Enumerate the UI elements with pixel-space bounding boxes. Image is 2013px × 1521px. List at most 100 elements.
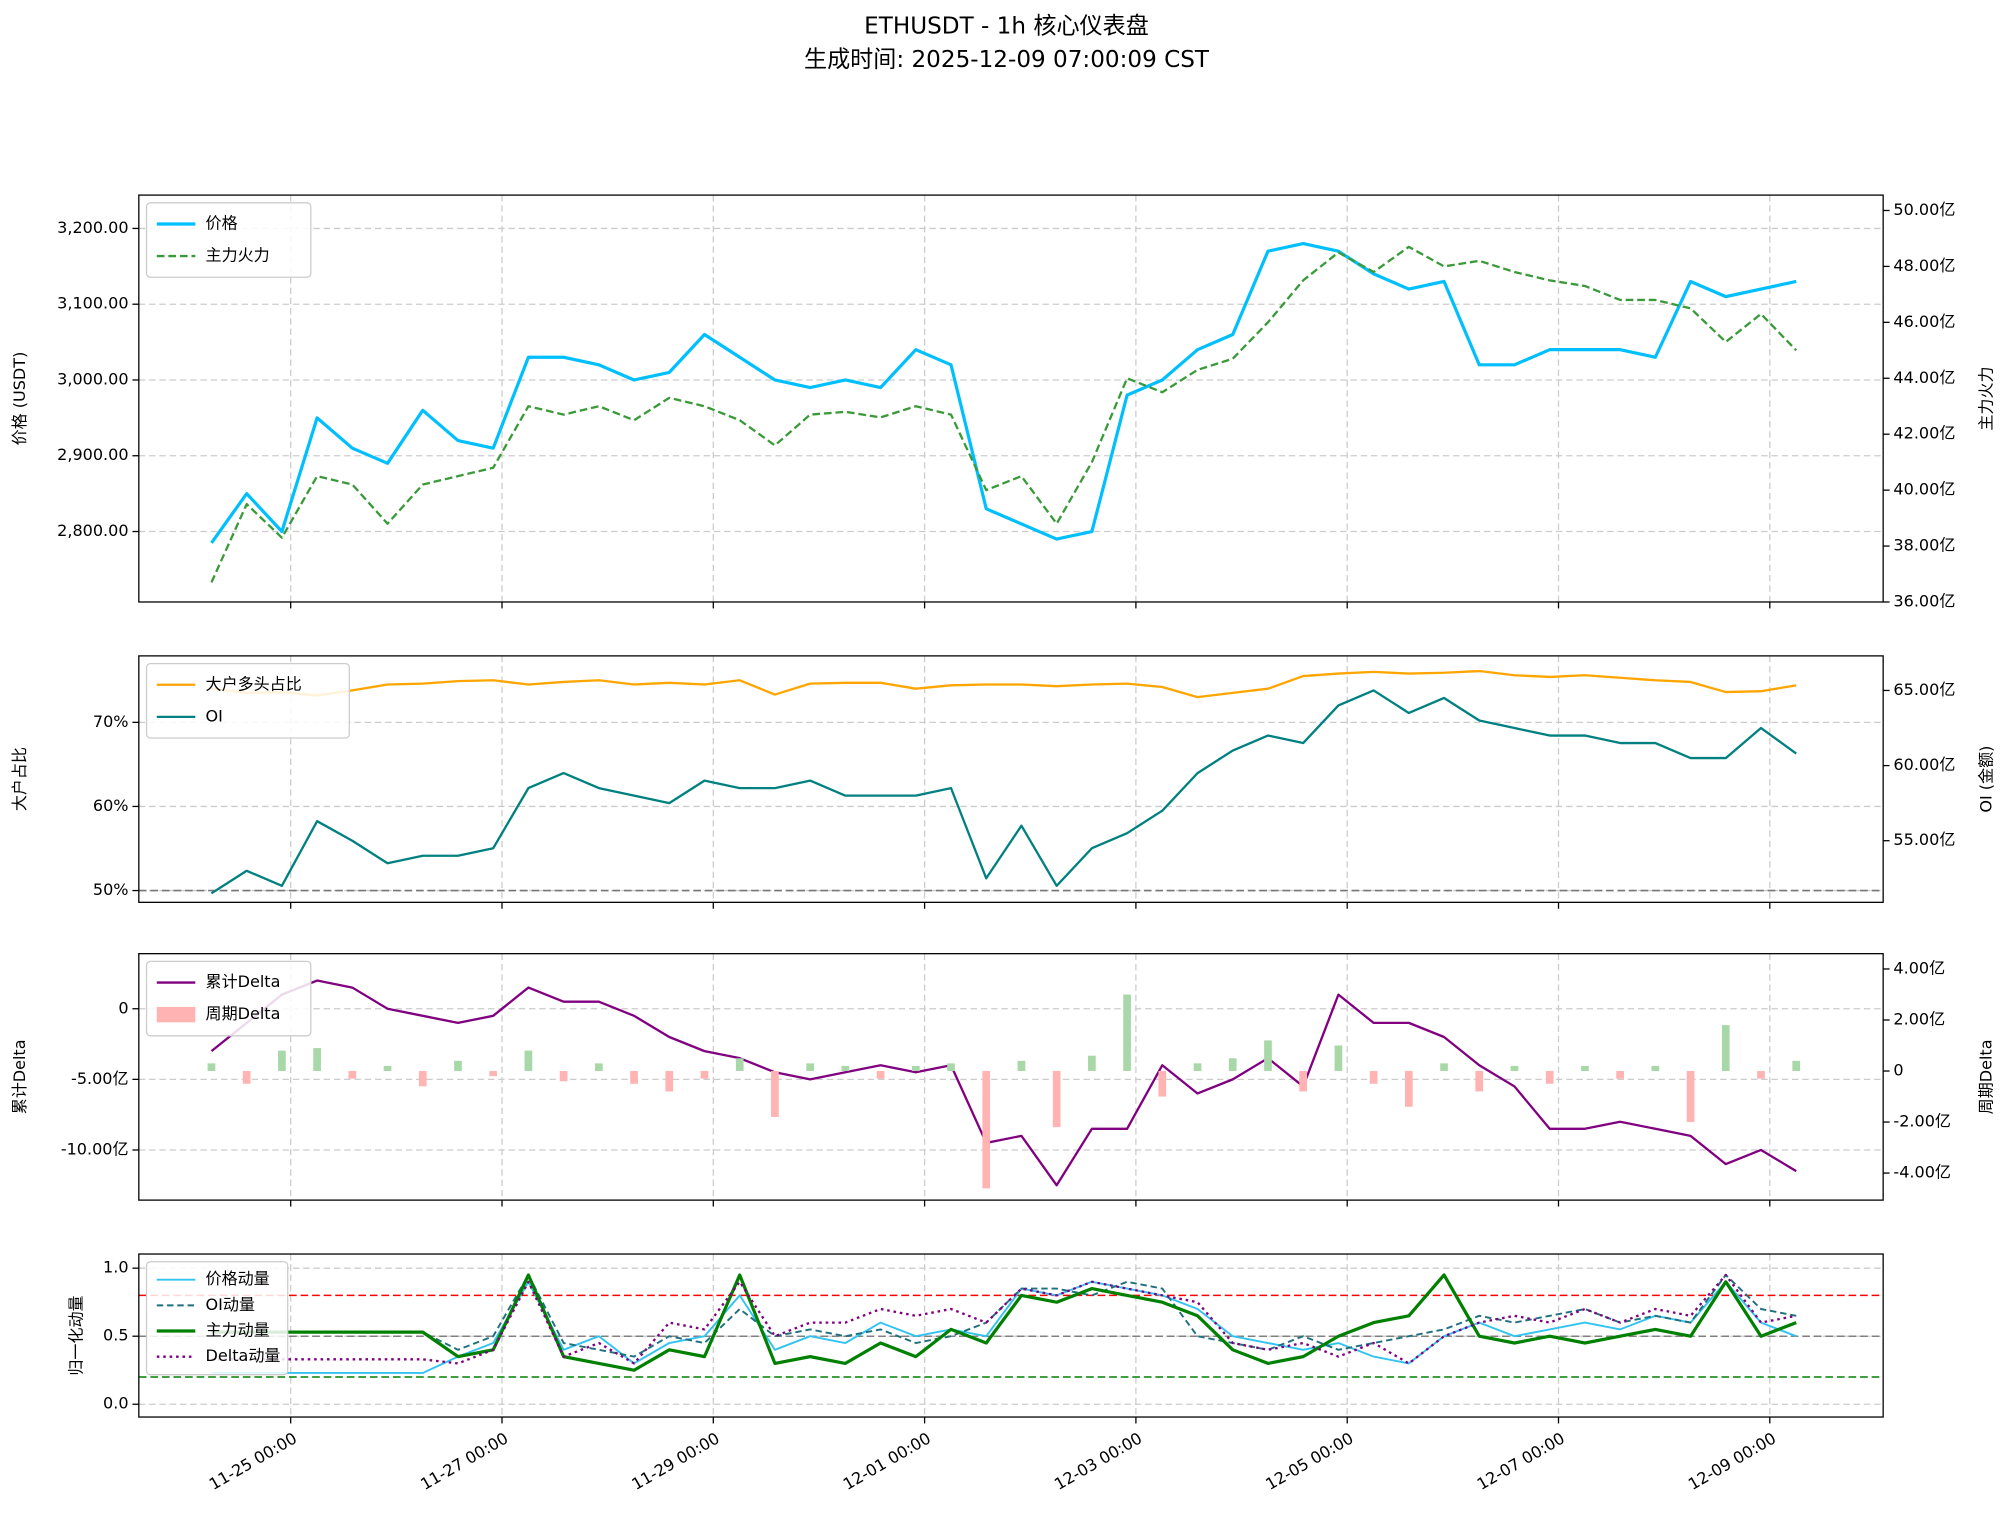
- y-tick-label: 0: [118, 998, 128, 1017]
- bar: [594, 1063, 603, 1072]
- legend-box: [145, 662, 350, 739]
- bar: [278, 1050, 286, 1072]
- y-tick-label: -10.00亿: [61, 1139, 129, 1158]
- line-series: [211, 1280, 1797, 1374]
- x-tick-label: 12-09 00:00: [1685, 1428, 1779, 1493]
- y-tick-label: 50%: [93, 880, 129, 899]
- bar: [771, 1071, 779, 1117]
- y2-tick-label: 40.00亿: [1893, 480, 1955, 499]
- legend-label: 大户多头占比: [206, 674, 302, 693]
- bar: [1404, 1071, 1413, 1107]
- bar: [735, 1058, 744, 1072]
- bar: [1228, 1058, 1237, 1072]
- bar: [348, 1071, 357, 1079]
- line-series: [211, 1273, 1797, 1372]
- line-series: [211, 1273, 1797, 1365]
- plot-frame: [138, 1253, 1884, 1418]
- legend-box: [145, 1261, 289, 1376]
- bar: [1616, 1071, 1624, 1079]
- bar: [1581, 1065, 1589, 1072]
- legend-label: Delta动量: [206, 1346, 281, 1365]
- bar: [383, 1065, 392, 1072]
- y2-tick-label: 60.00亿: [1893, 755, 1955, 774]
- legend-label: OI动量: [206, 1295, 255, 1314]
- bar: [313, 1048, 321, 1072]
- y2-tick-label: 36.00亿: [1893, 591, 1955, 610]
- x-tick-label: 11-29 00:00: [628, 1428, 722, 1493]
- y2-axis-label: 主力火力: [1977, 366, 1996, 430]
- y-tick-label: 3,100.00: [57, 294, 128, 313]
- y2-tick-label: 46.00亿: [1893, 312, 1955, 331]
- y-tick-label: 60%: [93, 796, 129, 815]
- y2-tick-label: 55.00亿: [1893, 830, 1955, 849]
- plot-frame: [138, 953, 1884, 1201]
- y-tick-label: 0.0: [103, 1394, 129, 1413]
- bar: [630, 1071, 638, 1084]
- y-tick-label: -5.00亿: [71, 1069, 129, 1088]
- bar: [1686, 1071, 1695, 1123]
- legend-label: OI: [206, 706, 223, 725]
- y-axis-label: 累计Delta: [10, 1039, 29, 1114]
- bar: [1475, 1071, 1484, 1092]
- y2-tick-label: 4.00亿: [1893, 958, 1945, 977]
- bar: [1123, 994, 1131, 1072]
- y2-tick-label: 38.00亿: [1893, 536, 1955, 555]
- bar: [418, 1071, 427, 1087]
- bar: [1017, 1060, 1026, 1072]
- bar: [207, 1063, 216, 1072]
- bar: [1757, 1071, 1765, 1079]
- y-tick-label: 3,000.00: [57, 369, 128, 388]
- x-tick-label: 11-25 00:00: [206, 1428, 300, 1493]
- bar: [806, 1063, 814, 1072]
- y-tick-label: 0.5: [103, 1326, 129, 1345]
- x-tick-label: 12-07 00:00: [1474, 1428, 1568, 1493]
- bar: [454, 1060, 462, 1072]
- y2-tick-label: 42.00亿: [1893, 424, 1955, 443]
- bar: [1510, 1065, 1519, 1072]
- bar: [1334, 1045, 1343, 1072]
- y-tick-label: 70%: [93, 712, 129, 731]
- x-tick-label: 11-27 00:00: [417, 1428, 511, 1493]
- y2-axis-label: OI (金额): [1977, 746, 1996, 813]
- bar: [242, 1071, 251, 1084]
- bar: [1545, 1071, 1554, 1084]
- legend-label: 主力火力: [206, 246, 270, 265]
- bar: [1721, 1025, 1730, 1072]
- y2-tick-label: -4.00亿: [1893, 1163, 1951, 1182]
- bar: [1369, 1071, 1378, 1084]
- bar: [559, 1071, 568, 1082]
- line-series: [211, 1274, 1797, 1358]
- bar: [911, 1065, 920, 1072]
- legend-swatch: [156, 1006, 196, 1023]
- y2-axis-label: 周期Delta: [1977, 1039, 1996, 1114]
- legend-label: 价格动量: [206, 1269, 270, 1288]
- y2-tick-label: 0: [1893, 1061, 1903, 1080]
- y-tick-label: 3,200.00: [57, 218, 128, 237]
- bar: [841, 1065, 850, 1072]
- y2-tick-label: 2.00亿: [1893, 1010, 1945, 1029]
- line-series: [211, 669, 1797, 699]
- bar: [982, 1071, 991, 1189]
- y-axis-label: 大户占比: [10, 747, 29, 811]
- bar: [947, 1063, 955, 1072]
- bar: [665, 1071, 674, 1092]
- line-series: [210, 241, 1797, 544]
- y2-tick-label: 44.00亿: [1893, 368, 1955, 387]
- legend-box: [145, 202, 312, 278]
- chart-title: ETHUSDT - 1h 核心仪表盘: [864, 13, 1149, 39]
- line-series: [210, 245, 1798, 583]
- bar: [1792, 1060, 1801, 1072]
- y2-tick-label: 65.00亿: [1893, 680, 1955, 699]
- plot-frame: [138, 194, 1884, 603]
- bar: [1299, 1071, 1308, 1092]
- legend-label: 主力动量: [206, 1321, 270, 1340]
- bar: [1264, 1040, 1272, 1072]
- bar: [1651, 1065, 1660, 1072]
- x-tick-label: 12-03 00:00: [1051, 1428, 1145, 1493]
- y-tick-label: 1.0: [103, 1258, 129, 1277]
- line-series: [210, 979, 1797, 1187]
- line-series: [210, 689, 1797, 895]
- bar: [489, 1071, 498, 1077]
- bar: [1052, 1071, 1061, 1128]
